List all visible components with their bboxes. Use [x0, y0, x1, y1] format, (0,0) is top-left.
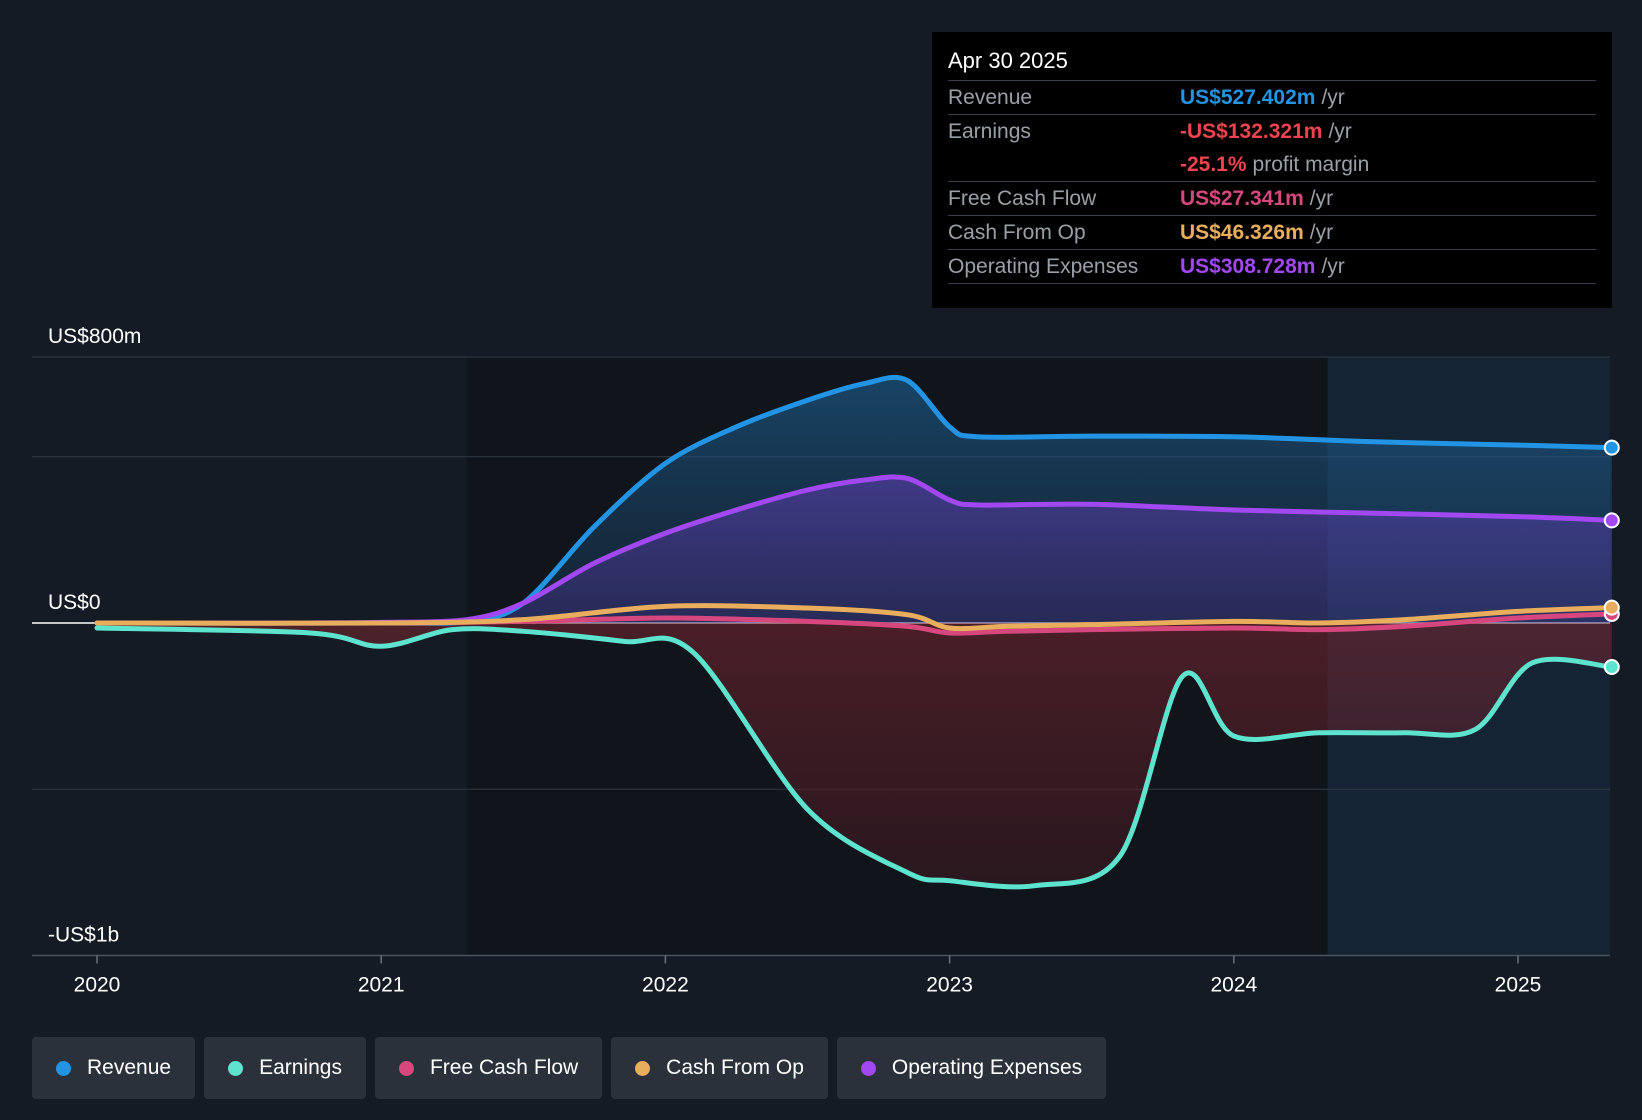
tooltip-row-earnings: Earnings -US$132.321m /yr: [948, 115, 1596, 148]
earnings-area: [97, 623, 1612, 887]
opex-endpoint: [1603, 512, 1620, 529]
tooltip-value: US$527.402m: [1180, 86, 1316, 109]
tooltip-row-margin: -25.1% profit margin: [948, 148, 1596, 182]
tooltip-unit: /yr: [1328, 120, 1352, 143]
legend-item-operating-expenses[interactable]: Operating Expenses: [836, 1037, 1107, 1099]
tooltip-row-opex: Operating Expenses US$308.728m /yr: [948, 250, 1596, 284]
tooltip-unit: /yr: [1309, 187, 1334, 210]
x-tick-label: 2025: [1495, 974, 1542, 997]
earnings-line: [94, 625, 1615, 890]
y-axis-labels: US$800m US$0 -US$1b: [48, 325, 141, 947]
tooltip-row-revenue: Revenue US$527.402m /yr: [948, 81, 1596, 115]
tooltip-value: US$27.341m: [1180, 187, 1304, 210]
legend-dot-icon: [398, 1060, 414, 1076]
x-tick-label: 2021: [358, 974, 405, 997]
legend-label: Cash From Op: [666, 1056, 804, 1079]
legend-item-earnings[interactable]: Earnings: [204, 1037, 366, 1099]
x-tick-label: 2023: [926, 974, 973, 997]
legend-dot-icon: [860, 1060, 876, 1076]
data-tooltip: Apr 30 2025 Revenue US$527.402m /yr Earn…: [932, 32, 1612, 308]
y-tick-label: US$0: [48, 591, 101, 614]
tooltip-unit: profit margin: [1252, 153, 1370, 176]
legend-dot-icon: [635, 1060, 651, 1076]
tooltip-unit: /yr: [1321, 255, 1345, 278]
legend-dot-icon: [56, 1060, 71, 1076]
tooltip-label: Earnings: [948, 120, 1031, 143]
tooltip-label: Operating Expenses: [948, 255, 1139, 278]
tooltip-label: Free Cash Flow: [948, 187, 1097, 210]
legend-label: Earnings: [259, 1056, 342, 1079]
x-tick-label: 2024: [1210, 974, 1257, 997]
tooltip-label: Cash From Op: [948, 221, 1086, 244]
opex-line: [307, 474, 1615, 626]
legend-dot-icon: [228, 1060, 244, 1076]
tooltip-unit: /yr: [1309, 221, 1334, 244]
tooltip-value: US$308.728m: [1180, 255, 1316, 278]
chart-legend: Revenue Earnings Free Cash Flow Cash Fro…: [32, 1037, 1107, 1099]
y-tick-label: US$800m: [48, 325, 141, 348]
legend-item-cash-from-op[interactable]: Cash From Op: [611, 1037, 828, 1099]
legend-item-revenue[interactable]: Revenue: [32, 1037, 196, 1099]
tooltip-row-cfo: Cash From Op US$46.326m /yr: [948, 216, 1596, 250]
tooltip-row-fcf: Free Cash Flow US$27.341m /yr: [948, 182, 1596, 216]
tooltip-value: US$46.326m: [1180, 221, 1304, 244]
legend-label: Revenue: [87, 1056, 172, 1079]
tooltip-date: Apr 30 2025: [948, 46, 1596, 81]
series-endpoints: [1603, 439, 1620, 675]
tooltip-label: Revenue: [948, 86, 1033, 109]
tooltip-label: [948, 148, 1180, 181]
y-tick-label: -US$1b: [48, 924, 119, 947]
legend-label: Free Cash Flow: [429, 1056, 579, 1079]
cfo-line: [94, 603, 1615, 632]
revenue-endpoint: [1603, 439, 1620, 456]
tooltip-value: -25.1%: [1180, 153, 1247, 176]
cfo-endpoint: [1603, 599, 1620, 616]
series-lines: [94, 374, 1615, 890]
earnings-endpoint: [1603, 658, 1620, 675]
tooltip-unit: /yr: [1321, 86, 1345, 109]
legend-item-free-cash-flow[interactable]: Free Cash Flow: [374, 1037, 603, 1099]
x-axis-labels: 2020 2021 2022 2023 2024 2025: [74, 955, 1542, 997]
legend-label: Operating Expenses: [891, 1056, 1083, 1079]
tooltip-value: -US$132.321m: [1180, 120, 1323, 143]
x-tick-label: 2022: [642, 974, 689, 997]
x-tick-label: 2020: [74, 974, 121, 997]
